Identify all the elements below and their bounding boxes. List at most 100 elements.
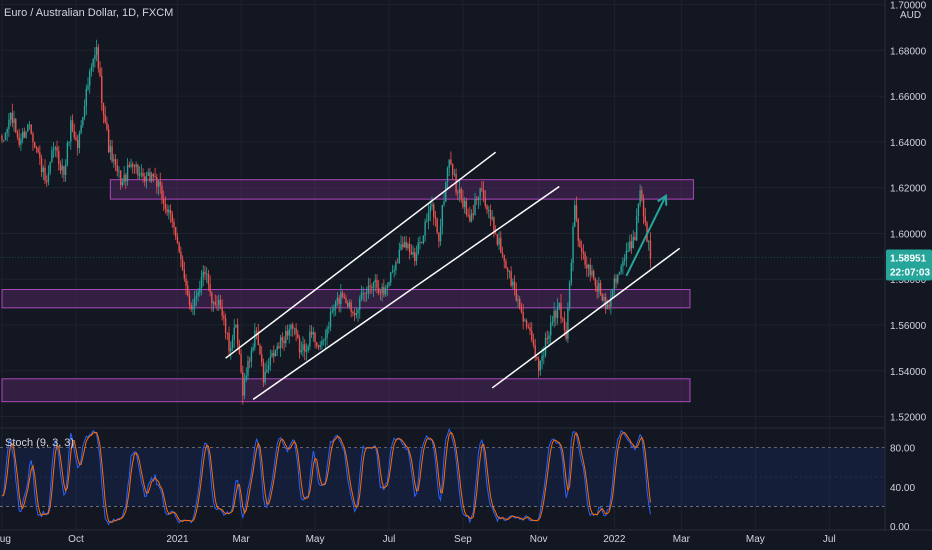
stochastic-pane[interactable] [0,427,885,526]
candle-body [106,122,108,130]
candle-body [494,233,497,235]
candle-body [644,216,646,223]
candle-body [408,243,411,253]
candle-body [221,307,223,316]
price-tick-label: 1.68000 [890,46,927,57]
support-resistance-zone[interactable] [109,179,694,200]
candle-body [168,209,170,213]
candle-body [316,342,318,346]
candle-body [331,310,333,313]
candle-body [328,327,330,329]
candle-body [61,165,63,171]
candle-body [128,165,130,167]
candle-body [453,173,456,175]
time-axis[interactable]: Aug Oct 2021 Mar May Jul Sep Nov 2022 Mar May Jul [0,534,836,545]
candle-body [384,288,387,295]
candle-body [211,292,213,304]
candle-body [266,369,268,373]
candle-body [422,235,425,244]
candle-body [121,181,124,186]
candle-body [137,164,139,176]
candle-body [82,117,84,126]
candle-body [267,365,270,370]
candle-body [508,271,511,272]
candle-body [293,328,296,330]
candle-body [119,170,122,186]
candle-body [398,249,401,263]
candle-body [259,345,261,355]
support-resistance-zone[interactable] [1,378,691,403]
candle-body [230,347,232,352]
symbol-title[interactable]: Euro / Australian Dollar, 1D, FXCM [4,7,173,19]
time-tick-label: Aug [0,534,11,545]
candle-body [639,190,641,205]
candle-body [312,332,315,335]
candle-body [188,295,191,305]
candle-body [262,362,265,383]
candle-body [567,308,569,339]
candle-body [285,330,287,344]
candle-body [157,181,160,187]
candle-body [615,278,617,283]
candle-body [33,142,36,147]
candle-body [527,327,530,328]
candle-body [520,308,523,313]
candle-body [594,277,597,286]
candle-body [579,240,581,248]
candle-body [150,174,153,182]
candle-body [187,285,189,296]
candle-body [512,281,514,286]
price-tick-label: 1.52000 [890,413,927,424]
candle-body [264,372,266,383]
candle-body [606,304,609,309]
candle-body [560,302,562,319]
trend-line[interactable] [252,185,560,401]
candle-body [546,337,548,340]
candle-body [231,339,234,348]
candle-body [15,118,17,133]
trend-line[interactable] [225,151,497,359]
candle-body [276,346,278,350]
candle-body [627,250,629,252]
candle-body [596,285,598,292]
time-tick-label: Nov [530,534,548,545]
stochastic-axis[interactable]: 80.00 40.00 0.00 [890,444,915,533]
candle-body [443,201,445,205]
candle-body [407,243,409,248]
candle-body [649,240,652,259]
candle-body [484,197,487,206]
candle-body [254,330,256,348]
trend-line[interactable] [491,247,681,389]
price-axis[interactable]: 1.52000 1.54000 1.56000 1.58000 1.60000 1.620… [890,1,927,424]
candle-body [603,297,605,301]
candle-body [462,198,464,208]
candle-body [178,243,180,252]
stoch-d-line[interactable] [1,431,651,523]
candle-body [76,139,79,148]
candle-body [159,181,161,186]
forecast-arrow[interactable] [625,195,667,277]
candle-body [457,192,459,194]
candle-body [305,350,308,352]
candle-body [218,299,220,305]
price-pane[interactable] [0,0,885,530]
oscillator-title[interactable]: Stoch (9, 3, 3) [5,437,74,449]
last-price-badge[interactable]: 1.58951 22:07:03 [886,249,932,281]
candle-body [13,118,15,124]
candle-body [577,219,579,241]
candle-body [623,258,626,262]
candle-body [417,242,419,254]
candle-body [138,174,141,176]
candle-body [572,226,574,263]
price-tick-label: 1.64000 [890,138,927,149]
candle-body [104,114,106,123]
candle-body [517,299,519,301]
candle-body [438,232,440,242]
candle-body [56,147,58,152]
candle-body [309,331,311,347]
currency-label: AUD [900,10,921,21]
candle-body [601,294,603,301]
candle-body [235,324,237,328]
candle-body [582,251,585,254]
